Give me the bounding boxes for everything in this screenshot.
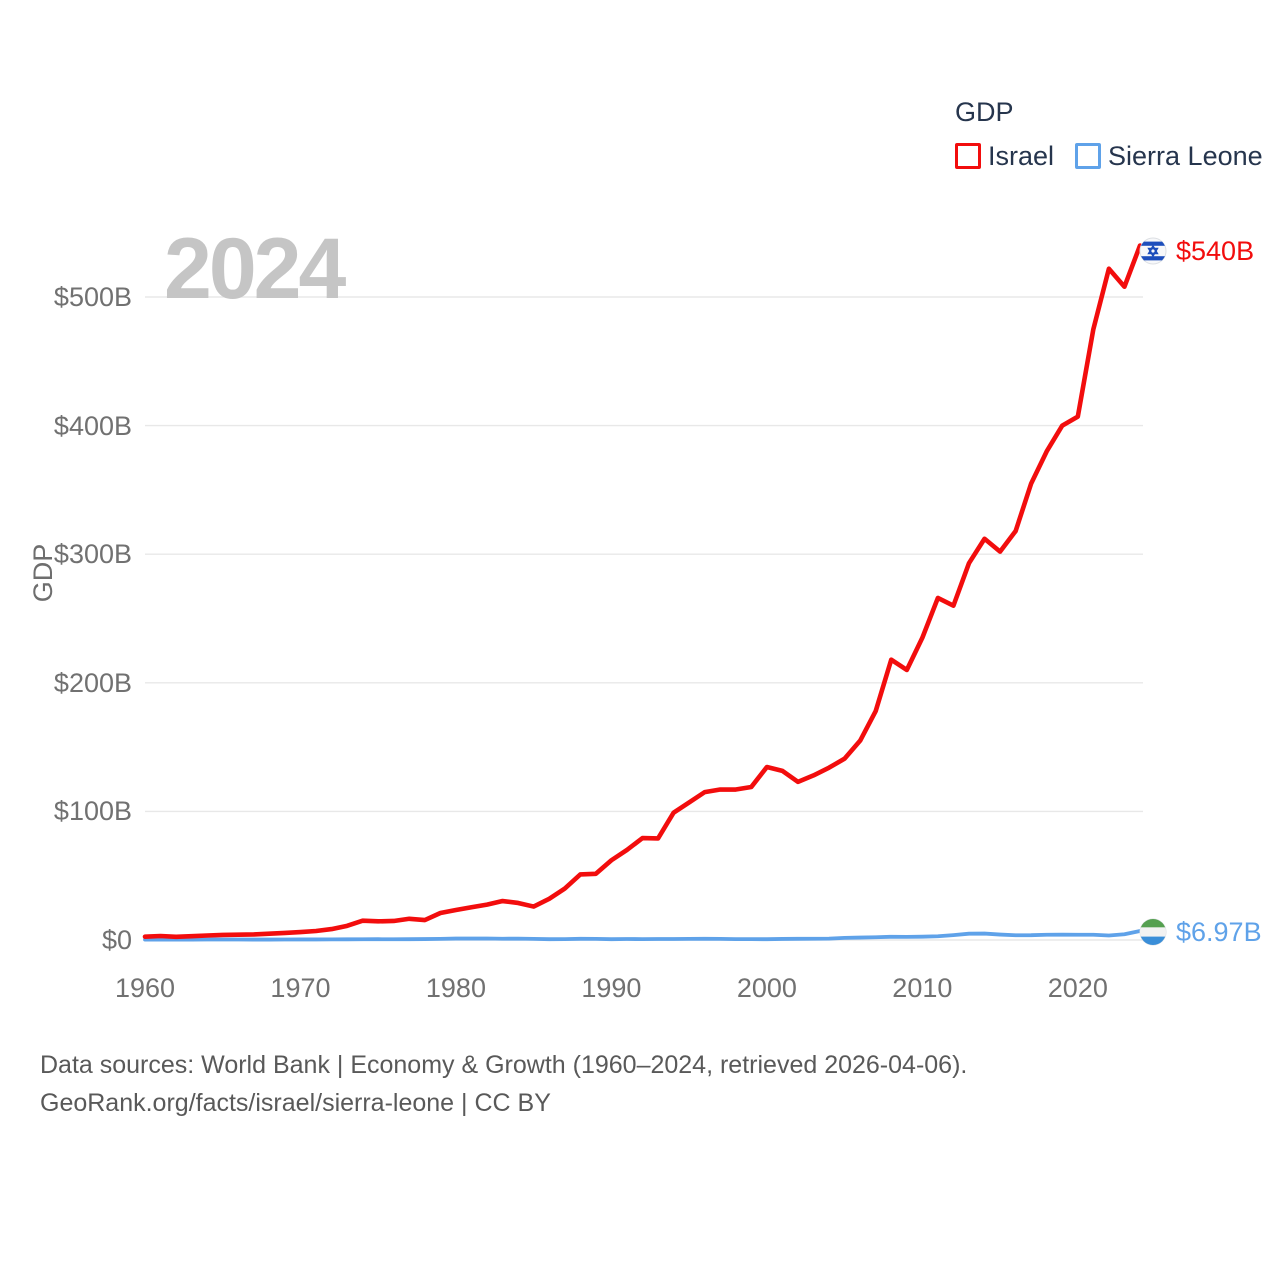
y-tick-label: $300B — [53, 539, 132, 570]
legend: GDP Israel Sierra Leone — [955, 96, 1263, 170]
x-tick-label: 1960 — [114, 973, 176, 1003]
footer-attribution: Data sources: World Bank | Economy & Gro… — [40, 1046, 967, 1122]
x-tick-label: 1980 — [425, 973, 486, 1003]
series-line-israel[interactable] — [142, 243, 1143, 940]
legend-item-sierra-leone[interactable]: Sierra Leone — [1075, 142, 1263, 170]
israel-swatch-icon — [955, 143, 981, 169]
footer-license: GeoRank.org/facts/israel/sierra-leone | … — [40, 1089, 551, 1117]
israel-end-label: $540B — [1139, 237, 1254, 265]
legend-item-label: Israel — [988, 141, 1055, 171]
y-tick-label: $100B — [53, 796, 132, 827]
watermark-year: 2024 — [164, 221, 346, 317]
y-tick-label: $200B — [53, 667, 132, 698]
x-tick-label: 2020 — [1047, 973, 1108, 1003]
sierra-leone-end-value: $6.97B — [1176, 917, 1262, 947]
y-tick-label: $500B — [53, 282, 132, 312]
legend-title: GDP — [955, 97, 1014, 127]
x-tick-label: 1990 — [581, 973, 642, 1003]
legend-items: Israel Sierra Leone — [955, 142, 1263, 170]
sierra-leone-flag-icon — [1139, 918, 1167, 946]
x-tick-label: 1970 — [270, 973, 331, 1003]
israel-end-value: $540B — [1176, 236, 1255, 266]
legend-item-label: Sierra Leone — [1108, 141, 1263, 171]
sierra-leone-end-label: $6.97B — [1139, 918, 1262, 946]
footer-data-sources: Data sources: World Bank | Economy & Gro… — [40, 1051, 968, 1079]
y-tick-label: $0 — [101, 925, 132, 955]
x-tick-label: 2000 — [736, 973, 797, 1003]
series-line-sierra-leone[interactable] — [143, 929, 1142, 942]
israel-flag-icon — [1139, 237, 1167, 265]
sierra-leone-swatch-icon — [1075, 143, 1102, 169]
x-tick-label: 2010 — [892, 973, 953, 1003]
legend-item-israel[interactable]: Israel — [955, 142, 1054, 170]
y-tick-label: $400B — [53, 410, 132, 441]
